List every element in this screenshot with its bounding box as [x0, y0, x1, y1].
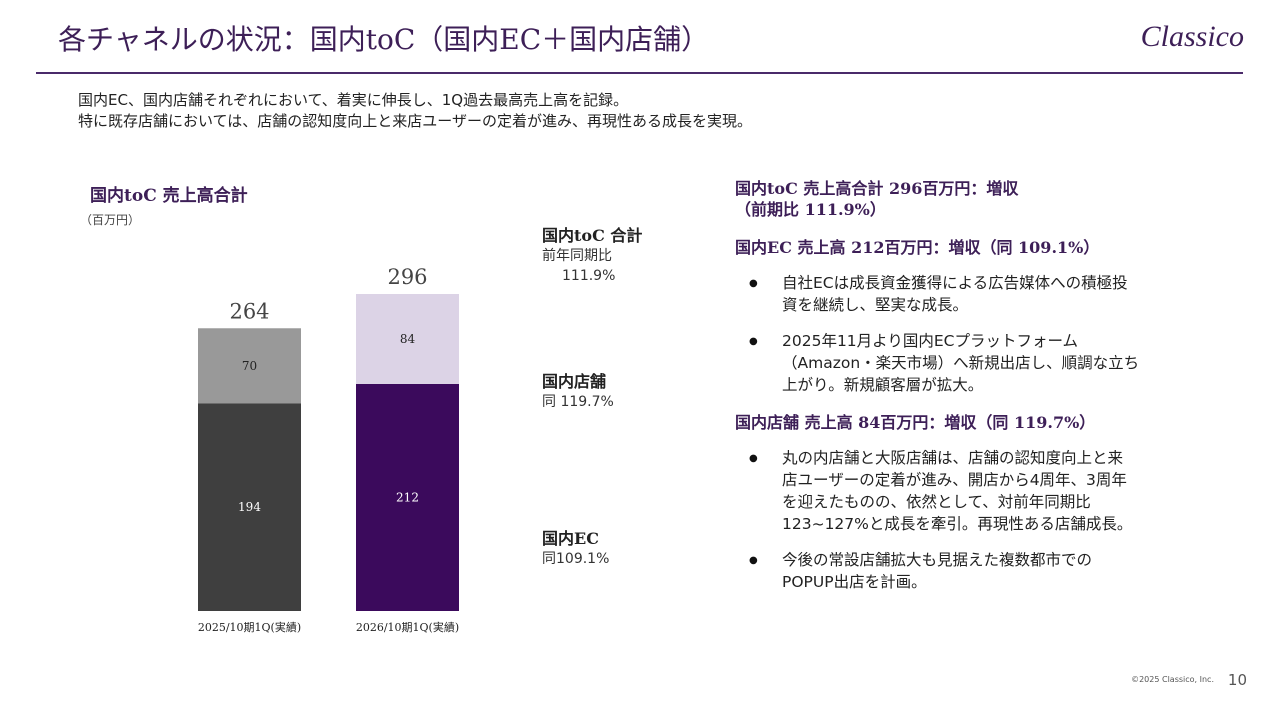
bullet-line: （Amazon・楽天市場）へ新規出店し、順調な立ち [782, 354, 1140, 372]
bullet-line: 123~127%と成長を牽引。再現性ある店舗成長。 [782, 515, 1133, 533]
chart-title: 国内toC 売上高合計 [90, 186, 248, 206]
intro-line-2: 特に既存店舗においては、店舗の認知度向上と来店ユーザーの定着が進み、再現性ある成… [78, 112, 752, 130]
legend-store: 国内店舗 同 119.7% [542, 368, 614, 412]
summary-heading-line-1: 国内toC 売上高合計 296百万円：増収 [735, 179, 1019, 198]
copyright: ©2025 Classico, Inc. [1131, 675, 1214, 684]
legend-total-title: 国内toC 合計 [542, 226, 643, 245]
intro-line-1: 国内EC、国内店舗それぞれにおいて、着実に伸長し、1Q過去最高売上高を記録。 [78, 91, 629, 109]
x-tick-label: 2026/10期1Q(実績) [356, 620, 459, 634]
bar-segment-ec [356, 383, 459, 611]
store-heading: 国内店舗 売上高 84百万円：増収（同 119.7%） [735, 413, 1096, 432]
bullet-line: POPUP出店を計画。 [782, 573, 927, 591]
page-title: 各チャネルの状況：国内toC（国内EC＋国内店舗） [58, 23, 710, 56]
bullet-text: 2025年11月より国内ECプラットフォーム （Amazon・楽天市場）へ新規出… [782, 330, 1207, 396]
bullet-text: 今後の常設店舗拡大も見据えた複数都市での POPUP出店を計画。 [782, 549, 1207, 593]
legend-total-sub2: 111.9% [562, 268, 616, 284]
bullet-line: 今後の常設店舗拡大も見据えた複数都市での [782, 551, 1093, 569]
bullet-dot: ● [749, 278, 758, 289]
bullet-dot: ● [749, 453, 758, 464]
bar-segment-ec [198, 403, 301, 611]
legend-ec-sub: 同109.1% [542, 551, 610, 567]
bullet-line: を迎えたものの、依然として、対前年同期比 [782, 493, 1091, 511]
bullet-dot: ● [749, 555, 758, 566]
page-number: 10 [1227, 671, 1247, 689]
bar-segment-store [198, 328, 301, 404]
legend-total-sub1: 前年同期比 [542, 248, 612, 264]
bar-value-label: 194 [238, 500, 261, 514]
bar-value-label: 70 [242, 359, 257, 373]
summary-heading: 国内toC 売上高合計 296百万円：増収 （前期比 111.9%） [735, 178, 1235, 220]
legend-store-title: 国内店舗 [542, 372, 607, 391]
bullet-line: 上がり。新規顧客層が拡大。 [782, 376, 984, 394]
summary-heading-line-2: （前期比 111.9%） [735, 200, 886, 219]
x-tick-label: 2025/10期1Q(実績) [198, 620, 301, 634]
bullet-text: 自社ECは成長資金獲得による広告媒体への積極投 資を継続し、堅実な成長。 [782, 272, 1207, 316]
bar-total-label: 264 [229, 299, 269, 323]
legend-total: 国内toC 合計 前年同期比 111.9% [542, 222, 642, 286]
bullet-text: 丸の内店舗と大阪店舗は、店舗の認知度向上と来 店ユーザーの定着が進み、開店から4… [782, 447, 1207, 535]
bullet-line: 自社ECは成長資金獲得による広告媒体への積極投 [782, 274, 1128, 292]
intro-text: 国内EC、国内店舗それぞれにおいて、着実に伸長し、1Q過去最高売上高を記録。 特… [78, 90, 752, 132]
bullet-line: 店ユーザーの定着が進み、開店から4周年、3周年 [782, 471, 1127, 489]
bullet-line: 丸の内店舗と大阪店舗は、店舗の認知度向上と来 [782, 449, 1124, 467]
brand-logo: Classico [1140, 20, 1244, 53]
stacked-bar-chart: 194 70 264 2025/10期1Q(実績) 212 84 296 2026/10期1Q… [198, 265, 459, 634]
header-divider [36, 72, 1243, 74]
bar-value-label: 212 [396, 490, 419, 504]
legend-ec-title: 国内EC [542, 529, 599, 548]
chart-unit: （百万円） [80, 213, 141, 227]
bullet-dot: ● [749, 336, 758, 347]
bullet-line: 資を継続し、堅実な成長。 [782, 296, 969, 314]
bar-segment-store [356, 294, 459, 384]
legend-ec: 国内EC 同109.1% [542, 525, 609, 569]
legend-store-sub: 同 119.7% [542, 394, 614, 410]
bar-total-label: 296 [387, 265, 427, 289]
bullet-line: 2025年11月より国内ECプラットフォーム [782, 332, 1079, 350]
ec-heading: 国内EC 売上高 212百万円：増収（同 109.1%） [735, 238, 1100, 257]
bar-value-label: 84 [400, 332, 416, 346]
